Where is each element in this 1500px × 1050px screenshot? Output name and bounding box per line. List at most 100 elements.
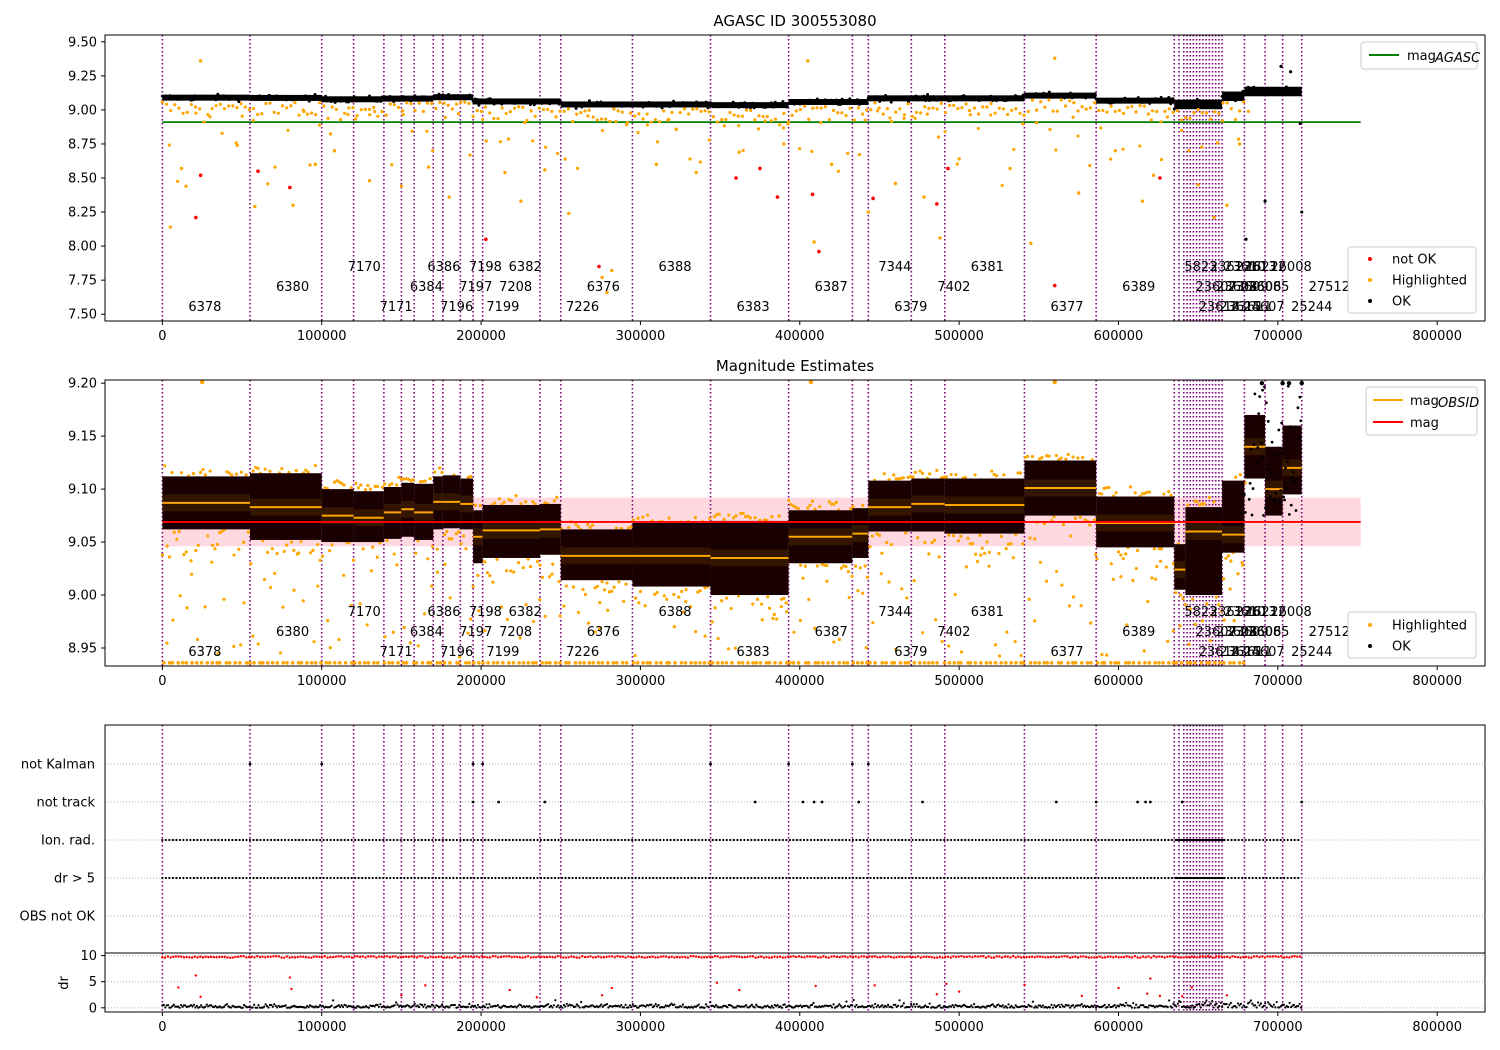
highlight-point	[649, 120, 653, 124]
dr-not-ok-point	[843, 955, 847, 958]
flag-point	[448, 838, 451, 842]
y-tick-label: 9.15	[68, 430, 97, 445]
flag-point	[729, 838, 732, 842]
highlight-point	[163, 464, 167, 468]
highlight-point	[230, 473, 234, 477]
dr-not-ok-point	[223, 955, 226, 959]
highlight-point	[724, 117, 728, 122]
highlight-floor-point	[614, 661, 619, 665]
highlight-point	[823, 105, 827, 109]
dr-ok-point	[267, 1006, 270, 1009]
highlight-point	[985, 540, 989, 544]
highlight-point	[1126, 105, 1130, 110]
highlight-floor-point	[372, 661, 376, 665]
dr-ok-point	[1199, 1006, 1202, 1009]
flag-point	[922, 876, 925, 880]
dr-not-ok-point	[1212, 956, 1215, 959]
flag-point	[424, 876, 427, 880]
dr-ok-point	[915, 1003, 918, 1006]
highlight-floor-point	[754, 661, 759, 665]
dr-ok-point	[1212, 1006, 1215, 1009]
flag-point	[413, 838, 416, 842]
dr-not-ok-point	[792, 955, 795, 958]
highlight-point	[461, 534, 466, 538]
flag-point	[396, 838, 399, 842]
flag-point	[617, 838, 620, 842]
highlight-floor-point	[1232, 661, 1236, 665]
dr-ok-point	[1189, 1006, 1192, 1009]
dr-ok-point	[436, 1004, 439, 1008]
flag-point	[518, 876, 522, 880]
dr-not-ok-point	[884, 955, 887, 959]
highlight-point	[1221, 101, 1225, 105]
highlight-point	[306, 470, 310, 474]
highlight-floor-point	[401, 661, 406, 665]
highlight-point	[868, 545, 872, 549]
highlight-outlier	[605, 290, 609, 295]
dr-not-ok-point	[1258, 955, 1261, 959]
dr-not-ok-point	[532, 955, 535, 959]
highlight-point	[435, 547, 439, 551]
dr-ok-point	[476, 1003, 479, 1007]
flag-point	[357, 838, 360, 842]
highlight-point	[198, 107, 202, 111]
dr-ok-point	[1166, 1006, 1169, 1009]
dr-ok-point	[605, 1003, 609, 1006]
highlight-floor-point	[1147, 661, 1152, 665]
x-tick-label: 600000	[1094, 674, 1144, 689]
highlight-point	[834, 500, 839, 504]
highlight-point	[1011, 556, 1015, 560]
highlight-point	[850, 574, 854, 578]
highlight-point	[308, 163, 312, 167]
dr-not-ok-point	[1144, 956, 1147, 959]
flag-point	[1142, 838, 1146, 842]
highlight-point	[1143, 491, 1147, 495]
highlight-point	[993, 111, 997, 115]
highlight-point	[1083, 518, 1087, 522]
dr-ok-point	[1059, 1005, 1062, 1009]
not-ok-point	[484, 237, 488, 242]
dr-ok-point	[1268, 1003, 1271, 1006]
highlight-floor-point	[578, 661, 582, 665]
flag-point	[680, 838, 683, 842]
obsid-label: 6379	[894, 645, 927, 660]
dr-ok-point	[1298, 1002, 1301, 1005]
highlight-point	[1121, 556, 1125, 561]
flag-point	[669, 876, 672, 880]
obsid-label: 6376	[587, 280, 620, 295]
dr-not-ok-point	[654, 956, 657, 959]
highlight-outlier	[922, 195, 926, 199]
highlight-point	[976, 112, 981, 116]
flag-point	[627, 876, 630, 880]
dr-not-ok-point	[1223, 955, 1226, 959]
not-ok-point	[946, 166, 950, 171]
dr-not-ok-point	[1220, 955, 1223, 958]
highlight-floor-point	[352, 661, 357, 665]
highlight-point	[920, 471, 925, 475]
flag-point	[343, 838, 346, 842]
highlight-floor-point	[324, 661, 329, 665]
highlight-point	[1193, 622, 1197, 626]
dr-not-ok-point	[304, 955, 308, 959]
highlight-floor-point	[1021, 661, 1026, 665]
highlight-point	[695, 107, 699, 111]
flag-point	[781, 876, 784, 880]
dr-not-ok-point	[1049, 955, 1053, 959]
flag-point	[851, 876, 855, 880]
highlight-point	[1136, 548, 1140, 553]
dr-ok-point	[623, 1006, 626, 1009]
flag-point	[1142, 876, 1146, 880]
flag-point	[925, 876, 928, 880]
flag-point	[406, 876, 409, 880]
dr-ok-point	[181, 1005, 184, 1008]
dr-ok-point	[852, 998, 855, 1002]
highlight-point	[794, 109, 798, 113]
dr-not-ok-point	[1047, 956, 1050, 959]
highlight-floor-point	[968, 661, 973, 665]
obsid-label: 6389	[1122, 280, 1155, 295]
highlight-point	[567, 525, 571, 529]
highlight-point	[707, 110, 711, 114]
flag-point	[294, 838, 297, 842]
dr-not-ok-outlier	[1023, 983, 1026, 987]
highlight-point	[268, 101, 272, 105]
